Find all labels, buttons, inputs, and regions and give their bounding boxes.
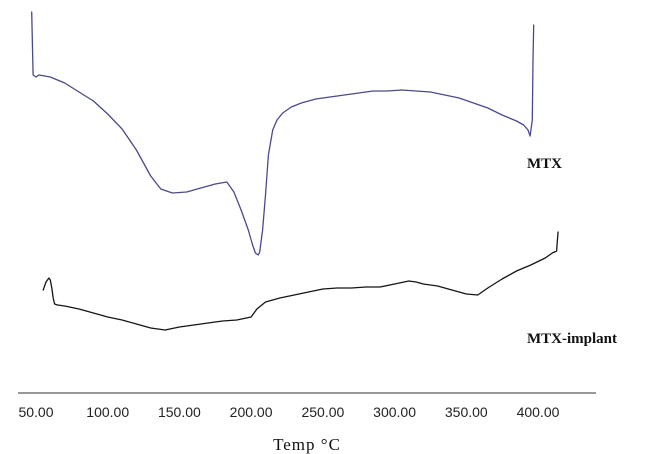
x-tick-labels: 50.00 100.00 150.00 200.00 250.00 300.00 350.0… [18,404,559,420]
x-tick-label: 50.00 [18,404,53,420]
x-tick-label: 250.00 [301,404,344,420]
x-tick-label: 350.00 [445,404,488,420]
series-label-mtx-implant: MTX-implant [527,331,617,347]
x-axis-title: Temp °C [273,435,341,454]
series-line-mtx [31,11,535,256]
x-tick-label: 400.00 [517,404,560,420]
x-tick-label: 200.00 [230,404,273,420]
x-tick-label: 300.00 [373,404,416,420]
x-tick-label: 150.00 [158,404,201,420]
x-tick-label: 100.00 [86,404,129,420]
series-label-mtx: MTX [527,156,562,172]
series-layer [31,11,559,331]
series-line-mtx-implant [42,231,559,331]
